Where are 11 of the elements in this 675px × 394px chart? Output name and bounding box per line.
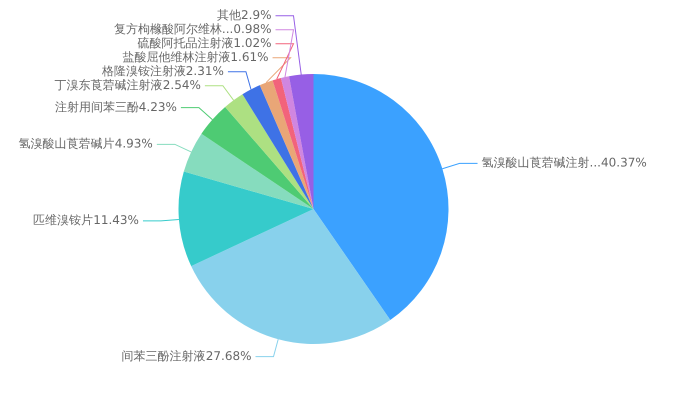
slice-label: 复方枸橼酸阿尔维林...0.98% (114, 22, 272, 36)
slice-label: 间苯三酚注射液27.68% (122, 348, 252, 363)
slice-label: 匹维溴铵片11.43% (33, 212, 139, 227)
slice-label: 注射用间苯三酚4.23% (54, 100, 177, 114)
slice-label: 盐酸屈他维林注射液1.61% (122, 50, 269, 64)
slice-label: 氢溴酸山莨菪碱片4.93% (18, 136, 153, 150)
slice-label: 氢溴酸山莨菪碱注射...40.37% (482, 156, 647, 170)
slice-label: 格隆溴铵注射液2.31% (100, 64, 224, 78)
slice-label: 其他2.9% (217, 8, 272, 22)
slice-label: 硫酸阿托品注射液1.02% (137, 36, 272, 50)
slice-label: 丁溴东莨菪碱注射液2.54% (54, 78, 201, 92)
